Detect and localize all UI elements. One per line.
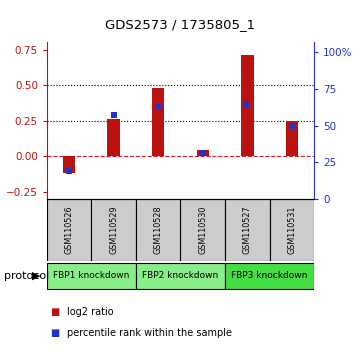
Bar — [47, 263, 136, 289]
Text: FBP2 knockdown: FBP2 knockdown — [142, 271, 219, 280]
Bar — [180, 199, 225, 261]
Bar — [241, 55, 253, 156]
Bar — [270, 199, 314, 261]
Text: GSM110527: GSM110527 — [243, 206, 252, 254]
Text: GSM110528: GSM110528 — [154, 206, 163, 254]
Text: GDS2573 / 1735805_1: GDS2573 / 1735805_1 — [105, 18, 256, 31]
Text: GSM110529: GSM110529 — [109, 206, 118, 254]
Text: GSM110530: GSM110530 — [198, 206, 207, 254]
Point — [244, 101, 250, 106]
Bar — [108, 119, 120, 156]
Text: ■: ■ — [51, 307, 63, 316]
Point — [200, 150, 206, 156]
Bar — [286, 121, 298, 156]
Point — [111, 113, 117, 118]
Text: FBP3 knockdown: FBP3 knockdown — [231, 271, 308, 280]
Bar — [63, 156, 75, 173]
Text: FBP1 knockdown: FBP1 knockdown — [53, 271, 130, 280]
Text: GSM110531: GSM110531 — [287, 206, 296, 254]
Bar — [136, 263, 225, 289]
Text: percentile rank within the sample: percentile rank within the sample — [67, 328, 232, 338]
Bar — [196, 150, 209, 156]
Bar — [91, 199, 136, 261]
Bar — [225, 263, 314, 289]
Text: protocol: protocol — [4, 271, 49, 281]
Bar — [225, 199, 270, 261]
Bar — [152, 88, 165, 156]
Point — [66, 168, 72, 174]
Point — [289, 123, 295, 129]
Text: log2 ratio: log2 ratio — [67, 307, 113, 316]
Text: GSM110526: GSM110526 — [65, 206, 74, 254]
Bar — [136, 199, 180, 261]
Text: ▶: ▶ — [32, 271, 40, 281]
Point — [155, 104, 161, 109]
Text: ■: ■ — [51, 328, 63, 338]
Bar — [47, 199, 91, 261]
